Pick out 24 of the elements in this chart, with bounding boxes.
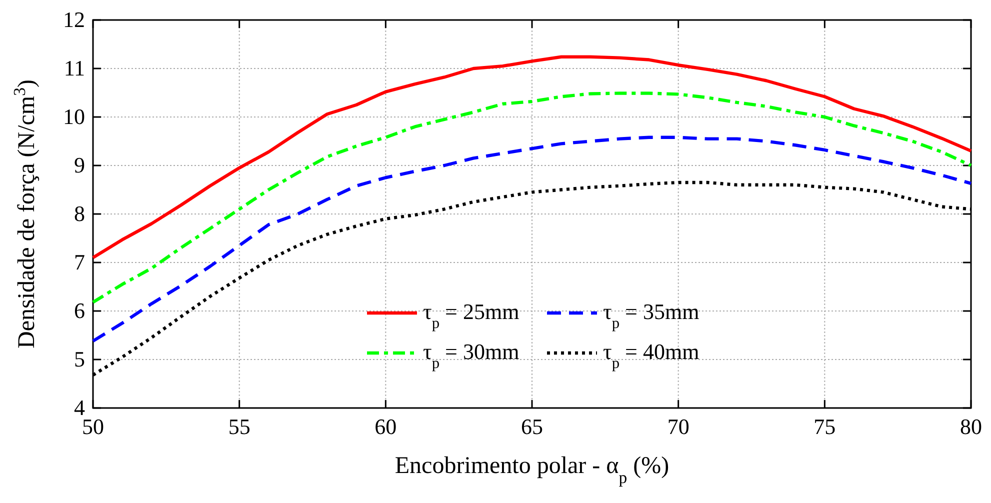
y-tick-label: 10 [63,104,85,129]
x-tick-label: 75 [814,414,836,439]
line-series [91,92,973,304]
legend-label: τ$_{p}$ = 25mm [423,299,520,332]
x-tick-label: 55 [228,414,250,439]
y-tick-label: 8 [74,201,85,226]
line-series [91,136,973,343]
x-tick-label: 50 [82,414,104,439]
line-series [91,55,973,260]
y-tick-label: 7 [74,250,85,274]
x-tick-label: 70 [667,414,690,439]
legend-label: τ$_{p}$ = 30mm [423,339,520,372]
x-tick-label: 65 [521,414,543,439]
legend-label: τ$_{p}$ = 35mm [603,299,700,332]
x-tick-label: 80 [960,414,982,439]
x-axis-title: Encobrimento polar - α$_{p}$ (%) [394,453,670,486]
y-tick-label: 5 [74,346,85,372]
y-tick-label: 6 [74,298,85,323]
y-tick-label: 9 [74,152,85,178]
y-tick-label: 4 [74,395,85,420]
x-tick-label: 60 [374,414,397,439]
legend-label: τ$_{p}$ = 40mm [603,339,700,372]
y-tick-label: 12 [63,7,85,32]
y-tick-label: 11 [64,56,85,80]
